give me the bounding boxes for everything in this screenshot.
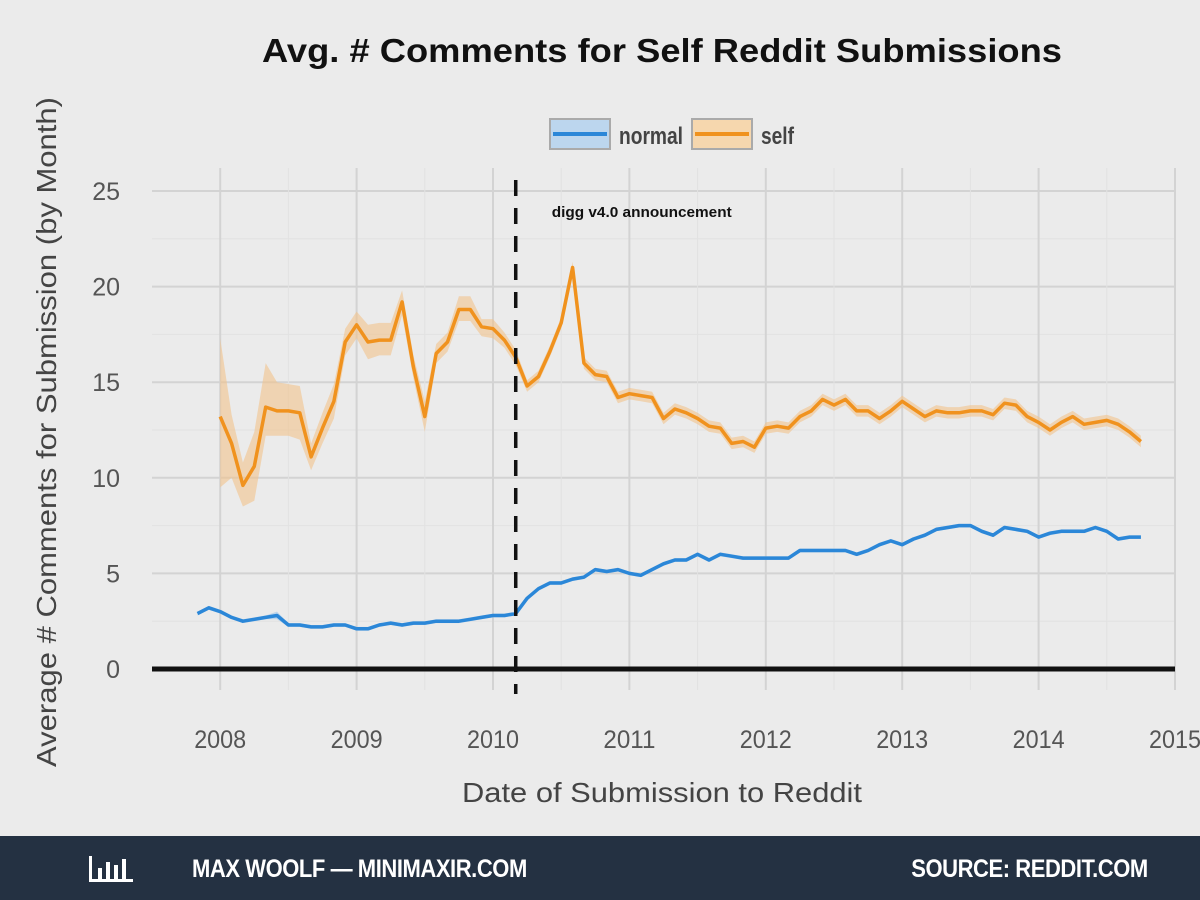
y-tick-label: 0 [106, 656, 120, 684]
y-tick-label: 20 [92, 274, 120, 302]
x-tick-label: 2013 [876, 726, 928, 754]
chart-title: Avg. # Comments for Self Reddit Submissi… [262, 32, 1062, 69]
legend: normal self [549, 118, 795, 150]
x-tick-label: 2010 [467, 726, 519, 754]
y-tick-labels: 0 5 10 15 20 25 [92, 178, 120, 684]
annotation-label: digg v4.0 announcement [552, 204, 732, 221]
legend-label-self: self [761, 123, 795, 150]
confidence-bands [197, 261, 1141, 631]
y-tick-label: 25 [92, 178, 120, 206]
author-credit: MAX WOOLF — MINIMAXIR.COM [192, 855, 527, 883]
x-tick-label: 2011 [603, 726, 655, 754]
y-tick-label: 15 [92, 369, 120, 397]
source-credit: SOURCE: REDDIT.COM [911, 855, 1148, 883]
y-axis-label: Average # Comments for Submission (by Mo… [31, 97, 62, 767]
series-lines [196, 265, 1143, 631]
legend-label-normal: normal [619, 123, 683, 150]
x-tick-label: 2015 [1149, 726, 1200, 754]
y-tick-label: 5 [106, 560, 120, 588]
y-tick-label: 10 [92, 465, 120, 493]
series-line-self [218, 265, 1143, 488]
x-tick-label: 2009 [331, 726, 383, 754]
x-tick-label: 2012 [740, 726, 792, 754]
footer-bar: MAX WOOLF — MINIMAXIR.COM SOURCE: REDDIT… [0, 836, 1200, 900]
x-tick-labels: 2008 2009 2010 2011 2012 2013 2014 2015 [194, 726, 1200, 754]
x-axis-label: Date of Submission to Reddit [462, 777, 862, 808]
series-line-normal [196, 523, 1141, 631]
band-self [220, 261, 1141, 507]
band-normal [197, 523, 1141, 631]
x-tick-label: 2008 [194, 726, 246, 754]
bar-chart-logo-icon [89, 856, 133, 882]
x-tick-label: 2014 [1013, 726, 1065, 754]
